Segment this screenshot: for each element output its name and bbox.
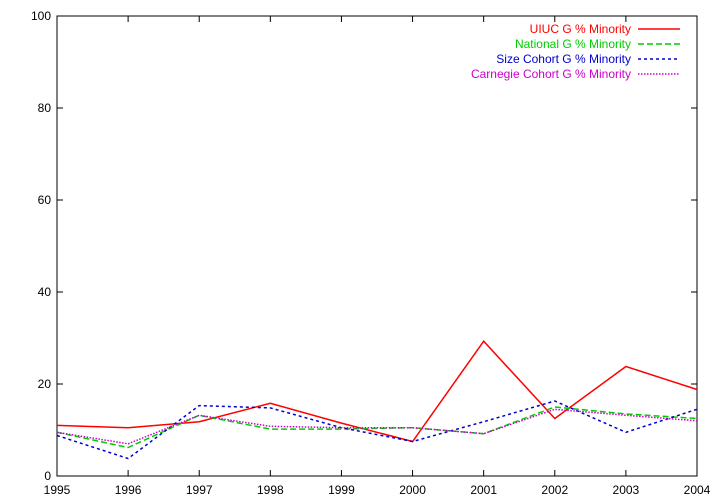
- legend-label: Size Cohort G % Minority: [496, 52, 631, 66]
- y-tick-label: 20: [38, 377, 52, 391]
- x-tick-label: 2002: [541, 483, 568, 497]
- x-tick-label: 1997: [186, 483, 213, 497]
- y-tick-label: 40: [38, 285, 52, 299]
- y-tick-label: 60: [38, 193, 52, 207]
- series-lines: [56, 340, 698, 460]
- legend-label: UIUC G % Minority: [530, 22, 631, 36]
- x-tick-label: 2003: [613, 483, 640, 497]
- series-line-3: [56, 400, 698, 460]
- axes: 0 20 40 60 80 100 1995 1996 1997 1998 1999 2000 2001…: [31, 9, 711, 497]
- plot-frame: [56, 15, 698, 477]
- y-tick-label: 100: [31, 9, 51, 23]
- x-tick-label: 2001: [470, 483, 497, 497]
- x-tick-label: 1999: [328, 483, 355, 497]
- legend-label: National G % Minority: [515, 37, 631, 51]
- series-line-1: [56, 340, 698, 443]
- x-tick-label: 1998: [257, 483, 284, 497]
- legend-label: Carnegie Cohort G % Minority: [471, 67, 631, 81]
- x-tick-label: 1996: [115, 483, 142, 497]
- x-tick-label: 1995: [44, 483, 71, 497]
- y-tick-label: 0: [44, 469, 51, 483]
- x-tick-label: 2000: [399, 483, 426, 497]
- y-tick-label: 80: [38, 101, 52, 115]
- series-line-4: [56, 408, 698, 445]
- x-tick-label: 2004: [684, 483, 711, 497]
